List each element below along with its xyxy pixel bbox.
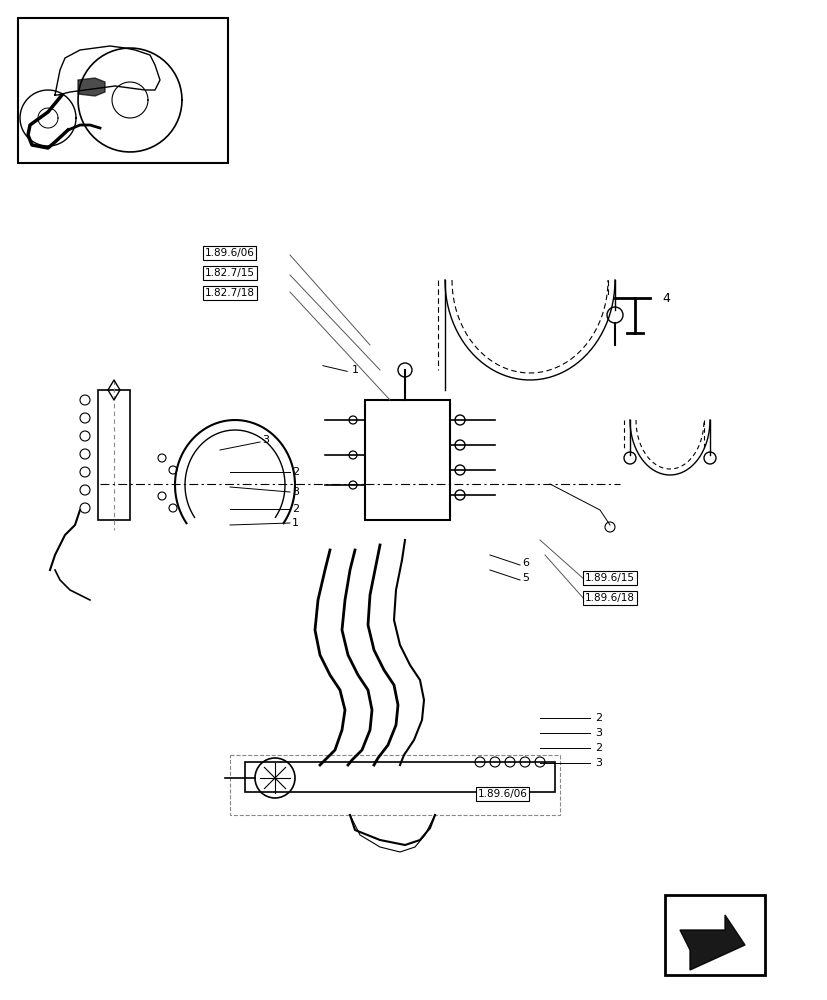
Bar bbox=[18, 18, 227, 163]
Text: 1.82.7/18: 1.82.7/18 bbox=[205, 288, 255, 298]
Text: 6: 6 bbox=[521, 558, 528, 568]
Text: 3: 3 bbox=[261, 435, 269, 445]
Text: 1.89.6/18: 1.89.6/18 bbox=[585, 593, 634, 603]
Text: 2: 2 bbox=[595, 743, 601, 753]
Text: 1.89.6/15: 1.89.6/15 bbox=[585, 573, 634, 583]
Text: 3: 3 bbox=[595, 758, 601, 768]
Bar bbox=[365, 400, 449, 520]
Polygon shape bbox=[78, 78, 105, 96]
Text: 5: 5 bbox=[521, 573, 528, 583]
Bar bbox=[664, 895, 764, 975]
Text: 1: 1 bbox=[292, 518, 299, 528]
Text: 3: 3 bbox=[292, 487, 299, 497]
Text: 1.89.6/06: 1.89.6/06 bbox=[205, 248, 255, 258]
Bar bbox=[245, 762, 554, 792]
Text: 1.82.7/15: 1.82.7/15 bbox=[205, 268, 255, 278]
Text: 2: 2 bbox=[595, 713, 601, 723]
Text: 2: 2 bbox=[292, 504, 299, 514]
Text: 1.89.6/06: 1.89.6/06 bbox=[477, 789, 528, 799]
Text: 2: 2 bbox=[292, 467, 299, 477]
Text: 4: 4 bbox=[662, 292, 669, 304]
Text: 3: 3 bbox=[595, 728, 601, 738]
Bar bbox=[98, 390, 130, 520]
Polygon shape bbox=[679, 915, 744, 970]
Text: 1: 1 bbox=[351, 365, 359, 375]
